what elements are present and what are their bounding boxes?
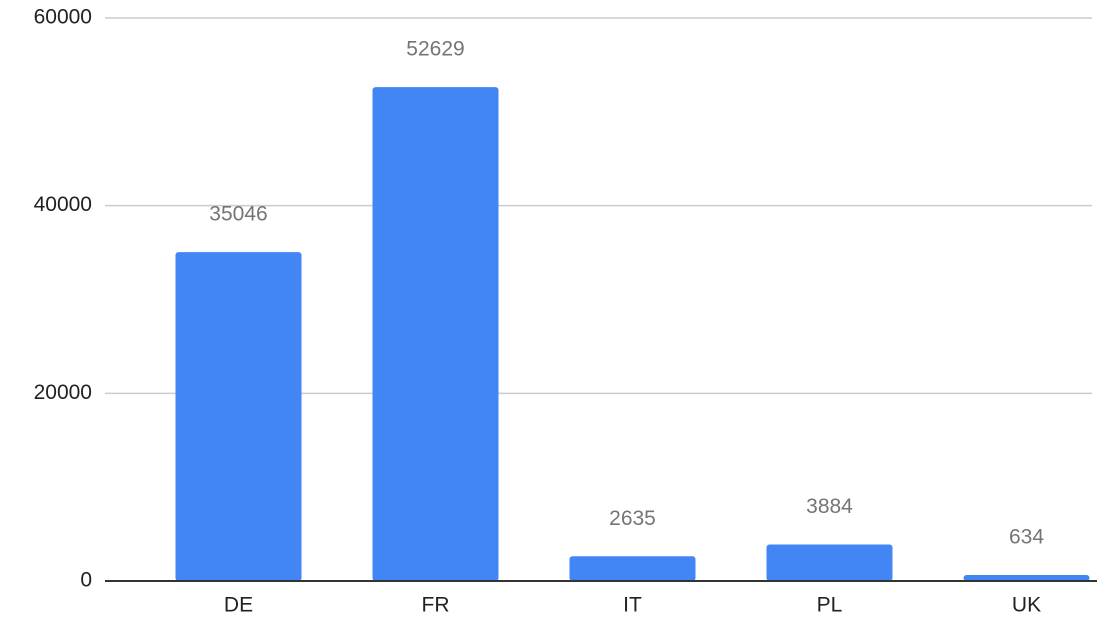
- value-label: 2635: [609, 507, 656, 530]
- x-tick-label: UK: [1012, 594, 1041, 617]
- bar: [372, 87, 499, 581]
- x-tick-label: IT: [623, 594, 642, 617]
- y-tick-label: 60000: [34, 6, 92, 29]
- bar: [175, 252, 302, 581]
- y-tick-label: 0: [80, 569, 92, 592]
- y-tick-label: 40000: [34, 193, 92, 216]
- value-label: 52629: [406, 38, 464, 61]
- bar: [766, 544, 893, 581]
- x-tick-label: PL: [817, 594, 843, 617]
- y-tick-label: 20000: [34, 381, 92, 404]
- value-label: 3884: [806, 495, 853, 518]
- value-label: 634: [1009, 526, 1044, 549]
- x-tick-label: FR: [422, 594, 450, 617]
- bar: [963, 575, 1090, 581]
- x-tick-label: DE: [224, 594, 253, 617]
- value-label: 35046: [209, 203, 267, 226]
- bar: [569, 556, 696, 581]
